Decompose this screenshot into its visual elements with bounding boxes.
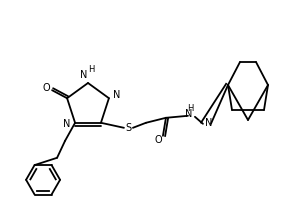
Text: N: N <box>113 90 121 100</box>
Text: N: N <box>80 70 88 80</box>
Text: N: N <box>185 109 193 119</box>
Text: H: H <box>88 66 94 74</box>
Text: H: H <box>187 104 193 113</box>
Text: N: N <box>63 119 71 129</box>
Text: O: O <box>154 135 162 145</box>
Text: S: S <box>126 123 132 133</box>
Text: O: O <box>42 83 50 93</box>
Text: N: N <box>205 118 213 128</box>
